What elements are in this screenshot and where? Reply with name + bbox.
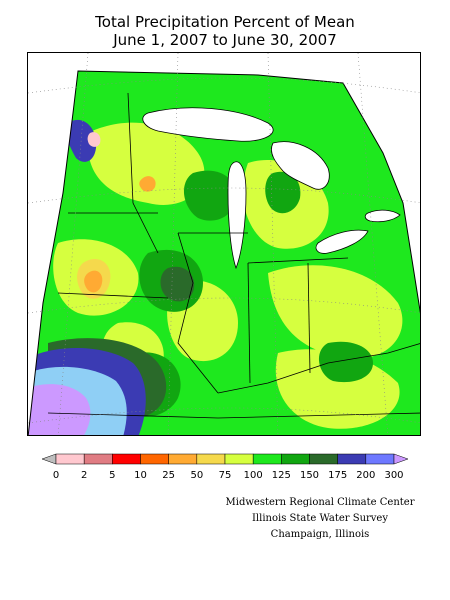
legend-swatch — [196, 453, 226, 465]
border-ky-tn — [217, 412, 420, 419]
orange-region-iowa — [84, 270, 103, 293]
domain-outline — [28, 70, 420, 435]
color-legend: 0 2 5 10 25 50 75 100 125 150 175 200 300 — [41, 453, 409, 481]
legend-label: 2 — [81, 470, 87, 481]
credit-location: Champaign, Illinois — [270, 529, 370, 540]
legend-labels: 0 2 5 10 25 50 75 100 125 150 175 200 300 — [53, 470, 404, 481]
border-mi-in-oh — [247, 257, 349, 264]
legend-swatch — [337, 453, 367, 465]
graticule-line — [357, 53, 389, 435]
map-subtitle-date-range: June 1, 2007 to June 30, 2007 — [113, 31, 337, 49]
legend-label: 50 — [190, 470, 203, 481]
lime-region-north — [87, 122, 205, 205]
map-canvas — [28, 53, 420, 435]
legend-swatch — [168, 453, 198, 465]
legend-swatch — [140, 453, 169, 465]
border-in-oh — [307, 262, 311, 374]
legend-label: 5 — [109, 470, 115, 481]
legend-label: 25 — [162, 470, 175, 481]
legend-label: 100 — [244, 470, 263, 481]
legend-label: 175 — [328, 470, 347, 481]
legend-label: 125 — [272, 470, 291, 481]
border-il-west — [177, 232, 219, 394]
lake-huron — [271, 141, 330, 190]
lake-superior — [142, 107, 274, 142]
lake-erie — [315, 229, 369, 254]
legend-swatch — [83, 453, 113, 465]
darkgreen-region-michigan-east — [265, 171, 301, 214]
border-ia-mo — [57, 292, 169, 299]
legend-swatch — [55, 453, 85, 465]
legend-label: 75 — [219, 470, 232, 481]
lake-ontario — [364, 209, 401, 223]
great-lakes — [142, 107, 401, 270]
map-title: Total Precipitation Percent of Mean — [95, 13, 355, 31]
legend-swatch — [365, 453, 395, 465]
state-borders — [47, 92, 420, 419]
legend-label: 300 — [384, 470, 403, 481]
legend-swatch — [112, 453, 141, 465]
legend-swatch — [252, 453, 282, 465]
credit-organization: Midwestern Regional Climate Center — [225, 497, 415, 508]
graticule-line — [57, 53, 89, 435]
legend-arrow-high — [393, 453, 409, 465]
legend-swatch — [309, 453, 338, 465]
graticule-line — [267, 53, 279, 435]
pink-region-north — [87, 132, 101, 147]
graticule — [28, 53, 420, 435]
border-mn-wi — [127, 92, 159, 254]
precipitation-map — [27, 52, 421, 436]
legend-swatch — [281, 453, 310, 465]
legend-label: 10 — [134, 470, 147, 481]
credit-agency: Illinois State Water Survey — [251, 513, 388, 524]
legend-swatch — [224, 453, 254, 465]
border-oh-river — [217, 343, 420, 394]
violet-region-southwest — [28, 384, 91, 435]
legend-arrow-low — [41, 453, 57, 465]
deepgreen-region-illinois — [160, 266, 195, 302]
lime-region-east — [268, 265, 403, 359]
legend-label: 0 — [53, 470, 59, 481]
legend-label: 150 — [300, 470, 319, 481]
darkgreen-region-kentucky — [318, 341, 373, 383]
legend-label: 200 — [356, 470, 375, 481]
border-mo-south — [47, 412, 219, 419]
lake-michigan — [227, 161, 247, 270]
orange-region-minnesota — [139, 176, 156, 192]
darkgreen-region-wisconsin — [183, 170, 237, 221]
border-il-in — [247, 262, 251, 384]
legend-swatches — [41, 453, 409, 465]
graticule-line — [167, 53, 179, 435]
